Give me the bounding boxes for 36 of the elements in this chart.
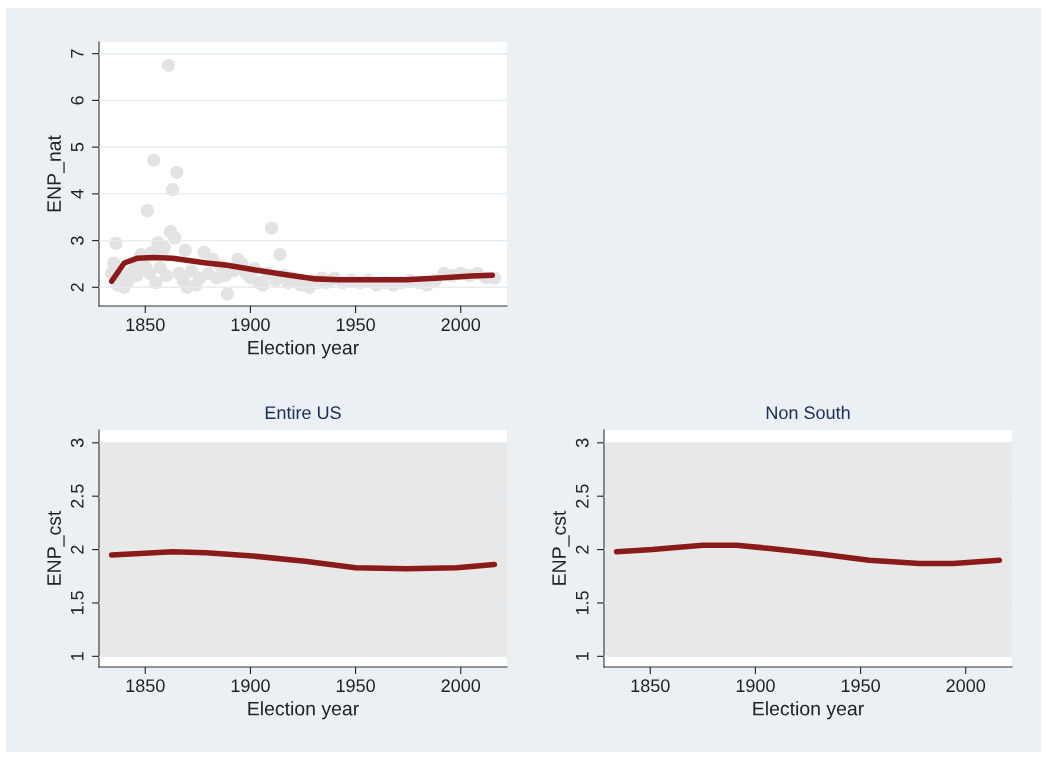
y-tick-label: 1.5 [71, 591, 84, 615]
y-tick-label: 2 [70, 283, 84, 292]
x-tick-label: 2000 [441, 679, 481, 693]
y-tick-label: 2.5 [575, 484, 589, 508]
x-tick-label: 1900 [736, 679, 775, 693]
y-tick-label: 3 [70, 438, 84, 448]
x-tick-label: 1950 [336, 679, 375, 693]
y-tick-label: 7 [71, 49, 84, 58]
y-tick-label: 6 [70, 96, 84, 105]
y-tick-label: 4 [71, 189, 84, 199]
y-tick-label: 5 [71, 142, 84, 152]
y-tick-label: 2 [70, 545, 84, 554]
chart-title: Entire US [265, 405, 341, 420]
y-tick-label: 3 [70, 236, 84, 245]
y-axis-title: ENP_cst [47, 510, 65, 585]
x-axis-title: Election year [248, 340, 359, 359]
y-tick-label: 1.5 [576, 591, 589, 615]
y-tick-label: 2 [575, 545, 589, 554]
x-tick-label: 2000 [441, 318, 481, 332]
x-tick-label: 2000 [946, 679, 986, 693]
y-axis-title: ENP_nat [47, 135, 65, 212]
x-tick-label: 1850 [126, 318, 165, 332]
y-axis-title: ENP_cst [552, 510, 570, 585]
x-axis-title: Election year [248, 701, 359, 720]
y-tick-label: 2.5 [70, 484, 84, 508]
chart-title: Non South [766, 405, 850, 420]
y-tick-label: 1 [576, 652, 589, 660]
x-tick-label: 1900 [231, 679, 270, 693]
x-tick-label: 1900 [231, 318, 270, 332]
x-axis-title: Election year [753, 701, 864, 720]
x-tick-label: 1850 [126, 679, 165, 693]
x-tick-label: 1950 [841, 679, 880, 693]
x-tick-label: 1850 [631, 679, 670, 693]
x-tick-label: 1950 [336, 318, 375, 332]
y-tick-label: 3 [575, 438, 589, 448]
y-tick-label: 1 [71, 652, 84, 660]
